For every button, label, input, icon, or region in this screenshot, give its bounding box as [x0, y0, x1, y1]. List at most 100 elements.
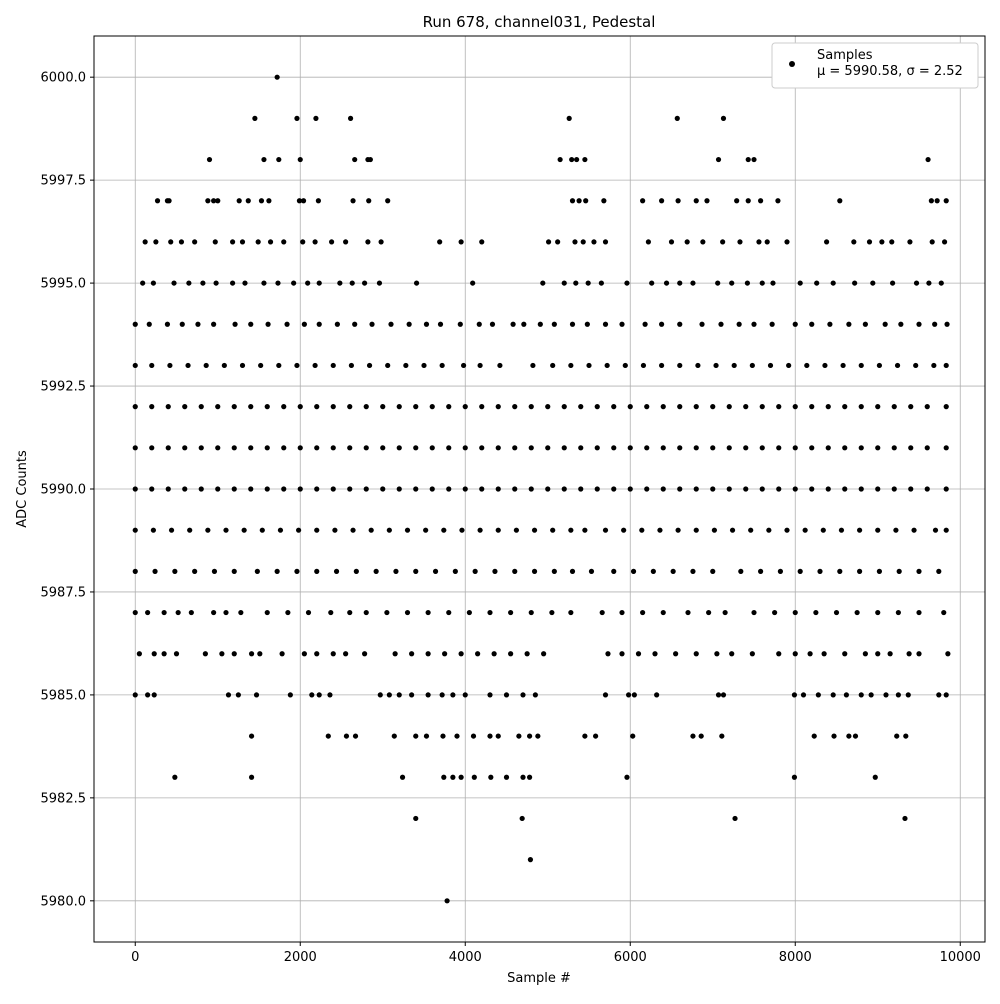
- data-point: [314, 404, 320, 410]
- data-point: [693, 404, 699, 410]
- data-point: [619, 651, 625, 657]
- data-point: [866, 239, 873, 245]
- data-point: [693, 527, 699, 533]
- data-point: [149, 486, 155, 492]
- data-point: [938, 280, 944, 286]
- data-point: [875, 404, 881, 410]
- x-tick-label: 2000: [284, 950, 317, 965]
- data-point: [660, 486, 666, 492]
- data-point: [726, 445, 732, 451]
- data-point: [512, 445, 518, 451]
- data-point: [172, 568, 178, 574]
- data-point: [621, 527, 627, 533]
- data-point: [659, 321, 665, 327]
- data-point: [677, 362, 683, 369]
- data-point: [248, 774, 255, 780]
- data-point: [601, 198, 607, 204]
- y-tick-label: 5987.5: [41, 585, 87, 600]
- data-point: [784, 527, 790, 533]
- data-point: [393, 568, 399, 574]
- x-tick-label: 10000: [940, 950, 981, 965]
- data-point: [334, 321, 340, 327]
- legend: Samples μ = 5990.58, σ = 2.52: [771, 42, 979, 89]
- data-point: [807, 651, 813, 657]
- data-point: [550, 362, 556, 369]
- data-point: [792, 486, 798, 492]
- data-point: [479, 404, 485, 410]
- data-point: [545, 445, 551, 451]
- data-point: [248, 445, 254, 451]
- data-point: [677, 404, 683, 410]
- data-point: [926, 280, 932, 286]
- data-point: [644, 404, 650, 410]
- data-point: [348, 362, 354, 369]
- data-point: [710, 404, 716, 410]
- data-point: [945, 651, 951, 657]
- data-point: [284, 321, 290, 327]
- data-point: [759, 445, 765, 451]
- data-point: [582, 156, 588, 163]
- data-point: [380, 486, 386, 492]
- data-point: [820, 527, 826, 533]
- data-point: [281, 445, 287, 451]
- data-point: [858, 404, 864, 410]
- data-point: [776, 651, 782, 657]
- data-point: [168, 239, 174, 245]
- data-point: [944, 321, 950, 327]
- y-tick-label: 5985.0: [41, 688, 87, 703]
- data-point: [627, 404, 633, 410]
- data-point: [619, 321, 625, 327]
- data-point: [314, 445, 320, 451]
- data-point: [391, 733, 397, 739]
- data-point: [497, 362, 503, 369]
- data-point: [333, 568, 340, 574]
- data-point: [508, 651, 514, 657]
- data-point: [905, 692, 911, 698]
- data-point: [439, 362, 445, 369]
- data-point: [378, 239, 384, 245]
- data-point: [239, 362, 246, 369]
- data-point: [136, 651, 142, 657]
- data-point: [846, 733, 852, 739]
- data-point: [476, 321, 482, 327]
- data-point: [281, 239, 287, 245]
- data-point: [639, 527, 645, 533]
- y-tick-label: 5990.0: [41, 483, 87, 498]
- data-point: [743, 486, 749, 492]
- data-point: [462, 692, 468, 698]
- data-point: [211, 321, 217, 327]
- data-point: [223, 527, 229, 533]
- data-point: [362, 280, 368, 286]
- data-point: [913, 280, 920, 286]
- data-point: [852, 733, 859, 739]
- data-point: [530, 362, 536, 369]
- data-point: [695, 362, 701, 369]
- data-point: [182, 486, 188, 492]
- data-point: [230, 280, 236, 286]
- data-point: [261, 280, 267, 286]
- data-point: [276, 156, 282, 163]
- data-point: [388, 321, 394, 327]
- data-point: [363, 404, 369, 410]
- data-point: [896, 568, 902, 574]
- data-point: [777, 568, 784, 574]
- data-point: [297, 404, 303, 410]
- y-tick-label: 5992.5: [41, 380, 87, 395]
- data-point: [165, 445, 171, 451]
- data-point: [830, 280, 836, 286]
- data-point: [611, 404, 617, 410]
- data-point: [261, 156, 267, 163]
- data-point: [719, 733, 725, 739]
- data-point: [399, 774, 406, 780]
- data-point: [519, 815, 525, 822]
- data-point: [862, 321, 868, 327]
- data-point: [182, 445, 188, 451]
- data-point: [231, 404, 237, 410]
- data-point: [512, 568, 518, 574]
- data-point: [833, 609, 840, 616]
- data-point: [652, 651, 658, 657]
- data-point: [545, 239, 552, 245]
- data-point: [294, 115, 300, 121]
- data-point: [259, 527, 265, 533]
